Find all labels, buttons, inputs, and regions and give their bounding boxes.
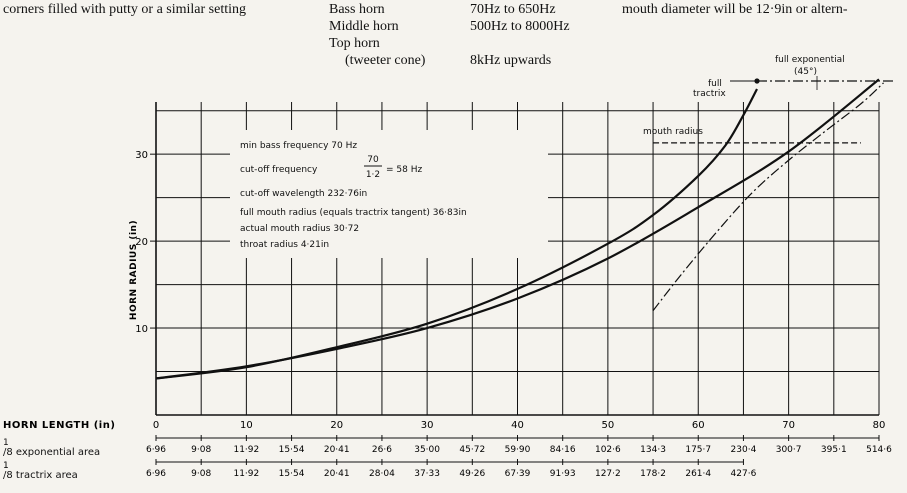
- area-value: 175·7: [685, 445, 711, 455]
- grid: [155, 102, 880, 416]
- area-value: 427·6: [731, 469, 757, 479]
- area-value: 20·41: [324, 445, 350, 455]
- horn-name-4: (tweeter cone): [345, 53, 426, 68]
- x-tick-label: 30: [421, 420, 434, 431]
- label-full-exponential: full exponential: [775, 55, 845, 65]
- area-value: 35·00: [414, 445, 440, 455]
- info-throat: throat radius 4·21in: [240, 240, 329, 250]
- info-full-mouth: full mouth radius (equals tractrix tange…: [240, 208, 467, 218]
- info-frac-den: 1·2: [366, 170, 380, 180]
- x-tick-label: 50: [602, 420, 615, 431]
- area-value: 6·96: [146, 445, 166, 455]
- area-value: 37·33: [414, 469, 440, 479]
- info-min-bass: min bass frequency 70 Hz: [240, 141, 357, 151]
- area-value: 11·92: [233, 445, 259, 455]
- body-text-left: corners filled with putty or a similar s…: [3, 2, 247, 17]
- exponential-curve: [155, 78, 880, 380]
- info-wavelength: cut-off wavelength 232·76in: [240, 189, 367, 199]
- x-tick-label: 60: [692, 420, 705, 431]
- area-value: 91·93: [550, 469, 576, 479]
- area-value: 59·90: [505, 445, 531, 455]
- area-value: 127·2: [595, 469, 621, 479]
- area-value: 9·08: [191, 445, 211, 455]
- area-value: 102·6: [595, 445, 621, 455]
- horn-name-3: Top horn: [329, 36, 380, 51]
- x-tick-label: 0: [153, 420, 159, 431]
- area-value: 15·54: [279, 445, 305, 455]
- x-tick-label: 80: [873, 420, 886, 431]
- label-tractrix: tractrix: [693, 89, 726, 99]
- info-box: min bass frequency 70 Hz cut-off frequen…: [240, 141, 467, 250]
- area-value: 67·39: [505, 469, 531, 479]
- area-value: 20·41: [324, 469, 350, 479]
- exp-area-label-num: 1: [3, 438, 9, 448]
- area-value: 300·7: [776, 445, 802, 455]
- x-tick-label: 20: [330, 420, 343, 431]
- area-value: 134·3: [640, 445, 666, 455]
- y-tick-label: 20: [135, 237, 148, 248]
- area-value: 15·54: [279, 469, 305, 479]
- info-frac-num: 70: [367, 155, 379, 165]
- horn-range-2: 500Hz to 8000Hz: [470, 19, 570, 34]
- area-value: 230·4: [731, 445, 757, 455]
- area-value: 395·1: [821, 445, 847, 455]
- area-value: 6·96: [146, 469, 166, 479]
- label-mouth-radius: mouth radius: [643, 127, 703, 137]
- tr-area-label: /8 tractrix area: [3, 470, 78, 481]
- horn-range-4: 8kHz upwards: [470, 53, 552, 68]
- area-value: 28·04: [369, 469, 395, 479]
- info-cutoff-value: = 58 Hz: [386, 165, 422, 175]
- dash-dot-line: [652, 82, 884, 312]
- body-text-right: mouth diameter will be 12·9in or altern-: [622, 2, 848, 17]
- area-value: 26·6: [372, 445, 392, 455]
- tr-area-label-num: 1: [3, 461, 9, 471]
- area-value: 49·26: [459, 469, 485, 479]
- axis-ticks: 10 20 30 0 10 20 30 40 50 60 70 80: [135, 150, 885, 431]
- x-tick-label: 10: [240, 420, 253, 431]
- area-value: 261·4: [685, 469, 711, 479]
- label-full: full: [708, 79, 722, 89]
- horn-range-1: 70Hz to 650Hz: [470, 2, 556, 17]
- horn-name-1: Bass horn: [329, 2, 385, 17]
- area-value: 178·2: [640, 469, 666, 479]
- y-axis-label: HORN RADIUS (in): [129, 220, 139, 320]
- x-axis-label: HORN LENGTH (in): [3, 420, 115, 431]
- area-value: 45·72: [459, 445, 485, 455]
- x-tick-label: 70: [782, 420, 795, 431]
- curves: [155, 78, 884, 380]
- info-actual-mouth: actual mouth radius 30·72: [240, 224, 359, 234]
- info-cutoff-label: cut-off frequency: [240, 165, 318, 175]
- y-tick-label: 30: [135, 150, 148, 161]
- exp-area-label: /8 exponential area: [3, 447, 100, 458]
- horn-name-2: Middle horn: [329, 19, 399, 34]
- info-box-bg: [230, 130, 548, 258]
- tractrix-end-dot: [754, 78, 760, 84]
- area-value: 84·16: [550, 445, 576, 455]
- area-value: 9·08: [191, 469, 211, 479]
- label-45-degrees: (45°): [794, 67, 817, 77]
- y-tick-label: 10: [135, 324, 148, 335]
- x-tick-label: 40: [511, 420, 524, 431]
- area-value: 514·6: [866, 445, 892, 455]
- area-value: 11·92: [233, 469, 259, 479]
